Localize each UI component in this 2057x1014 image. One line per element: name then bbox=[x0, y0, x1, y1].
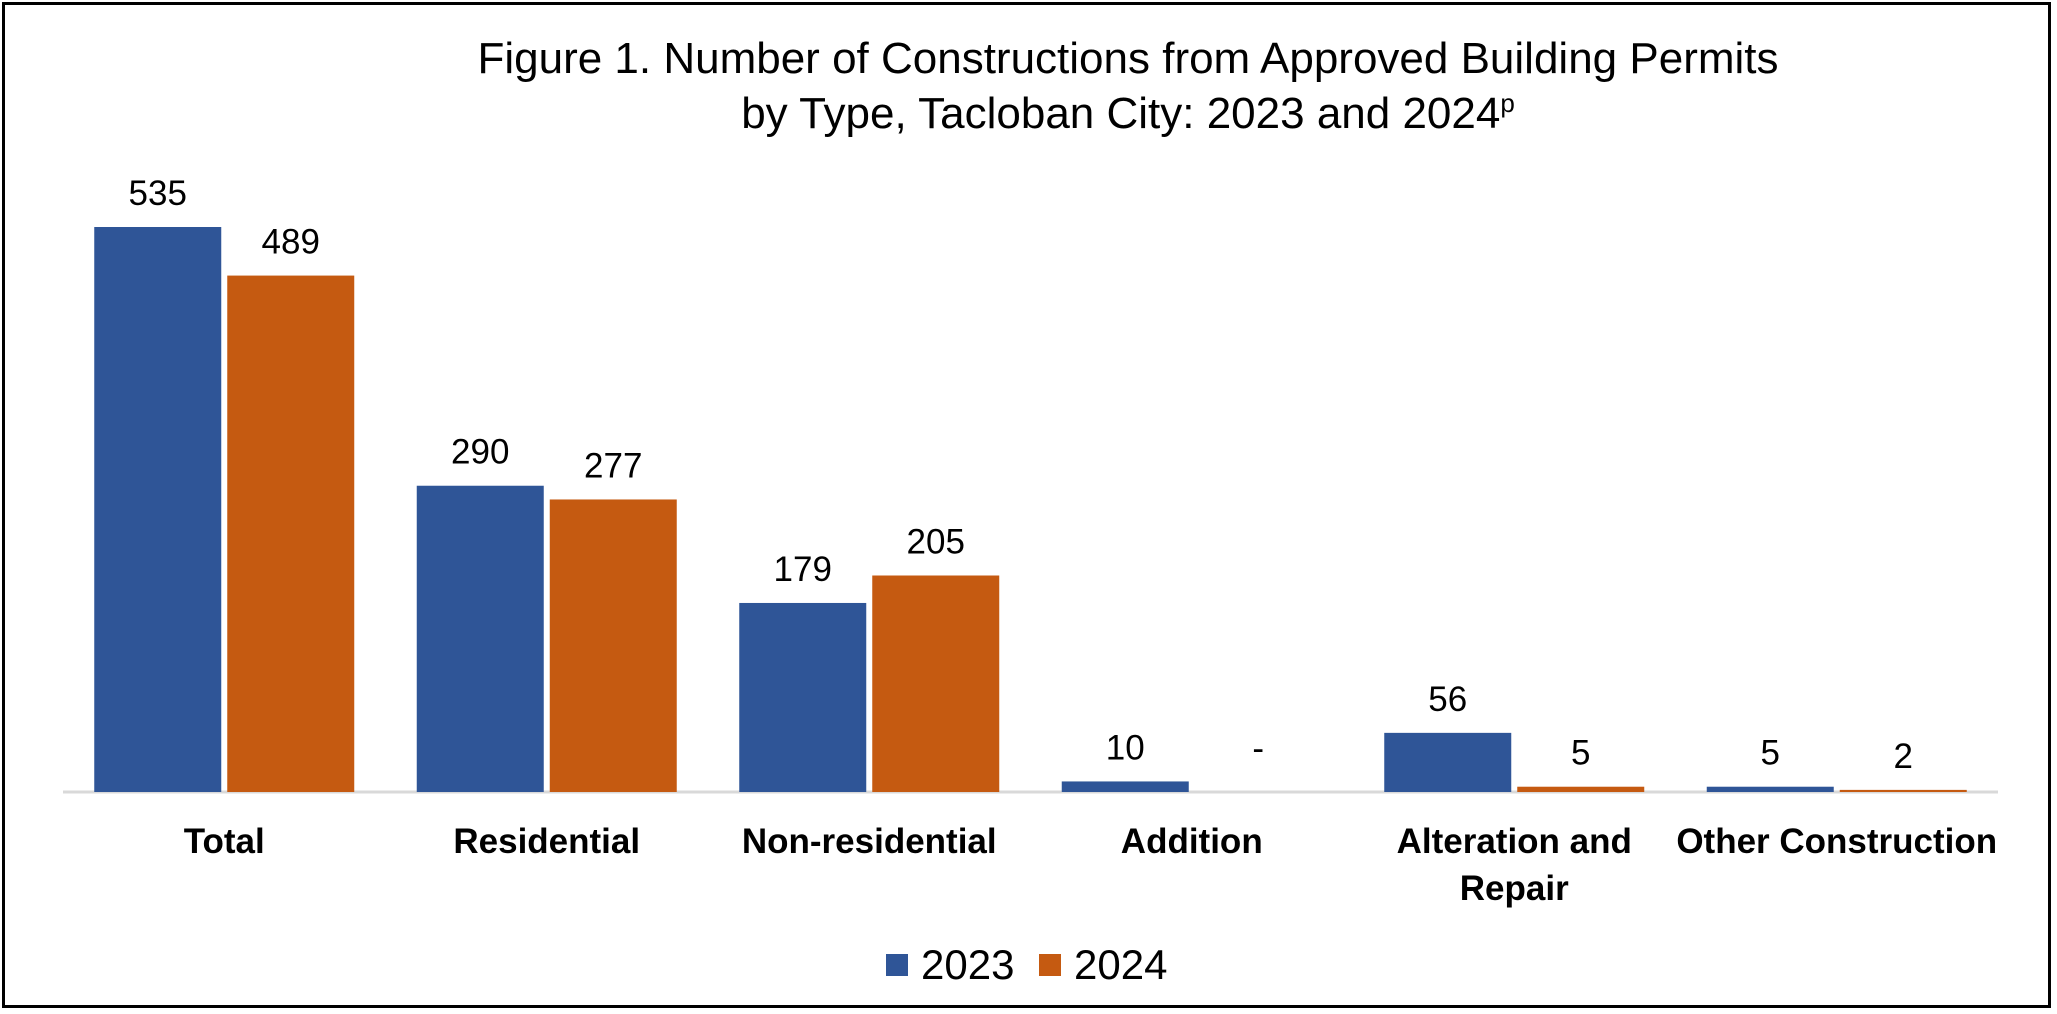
bar-2023-5 bbox=[1706, 786, 1834, 792]
category-label-1: Residential bbox=[453, 822, 640, 861]
data-label-2024-3: - bbox=[1252, 729, 1264, 768]
bar-2023-2 bbox=[739, 602, 867, 792]
chart-title: Figure 1. Number of Constructions from A… bbox=[477, 34, 1778, 83]
bar-2023-0 bbox=[94, 227, 222, 792]
category-label-5: Other Construction bbox=[1676, 822, 1997, 861]
category-label-4-line1: Repair bbox=[1460, 869, 1569, 908]
legend-swatch-2024 bbox=[1039, 954, 1061, 976]
chart-title-line2-text: by Type, Tacloban City: 2023 and 2024 bbox=[741, 89, 1500, 138]
category-label-4-line0: Alteration and bbox=[1397, 822, 1632, 861]
data-label-2023-0: 535 bbox=[129, 174, 187, 213]
category-label-3: Addition bbox=[1121, 822, 1263, 861]
data-label-2023-1: 290 bbox=[451, 433, 509, 472]
chart-title-line2: by Type, Tacloban City: 2023 and 2024p bbox=[741, 88, 1515, 138]
legend-label-2023: 2023 bbox=[921, 941, 1014, 988]
legend: 2023 2024 bbox=[886, 941, 1167, 988]
bar-2023-4 bbox=[1384, 732, 1512, 792]
chart-title-superscript: p bbox=[1500, 88, 1514, 118]
bar-2024-4 bbox=[1517, 786, 1645, 792]
plot-area: 535 489 Total 290 277 Residential 179 205 Non-re… bbox=[63, 174, 1998, 908]
bar-2024-0 bbox=[227, 275, 355, 792]
data-label-2024-4: 5 bbox=[1571, 734, 1590, 773]
data-label-2024-2: 205 bbox=[907, 523, 965, 562]
bar-2024-5 bbox=[1839, 789, 1967, 792]
bar-2024-1 bbox=[549, 499, 677, 792]
bar-2023-3 bbox=[1061, 781, 1189, 792]
data-label-2024-0: 489 bbox=[262, 223, 320, 262]
category-label-2: Non-residential bbox=[742, 822, 997, 861]
data-label-2023-2: 179 bbox=[774, 550, 832, 589]
data-label-2023-4: 56 bbox=[1428, 680, 1467, 719]
data-label-2023-3: 10 bbox=[1106, 728, 1145, 767]
bar-2023-1 bbox=[416, 485, 544, 792]
legend-swatch-2023 bbox=[886, 954, 908, 976]
category-label-0: Total bbox=[184, 822, 265, 861]
data-label-2023-5: 5 bbox=[1761, 734, 1780, 773]
data-label-2024-1: 277 bbox=[584, 446, 642, 485]
legend-label-2024: 2024 bbox=[1074, 941, 1167, 988]
data-label-2024-5: 2 bbox=[1894, 737, 1913, 776]
bar-2024-2 bbox=[872, 575, 1000, 792]
